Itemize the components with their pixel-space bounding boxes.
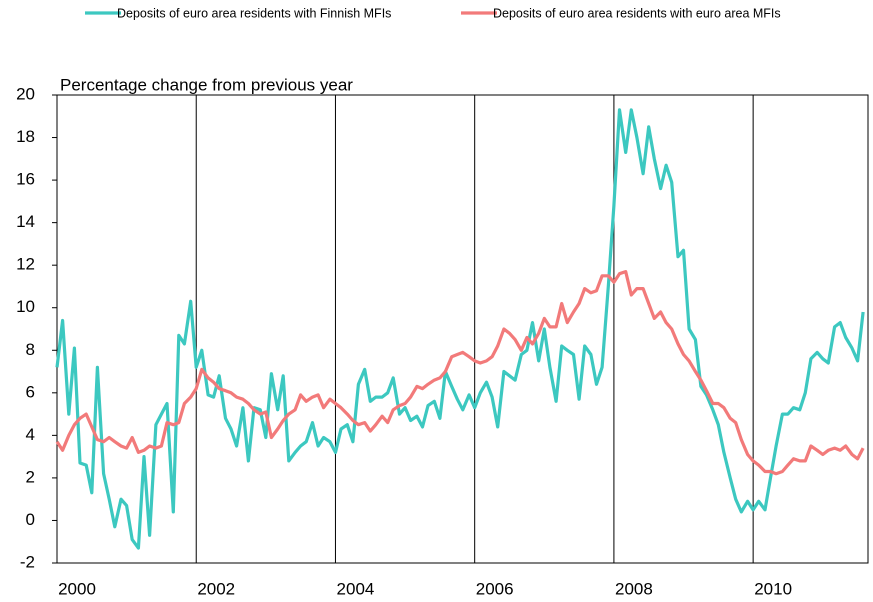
y-tick-label: 6 [26, 382, 35, 401]
x-tick-label: 2010 [754, 579, 792, 598]
y-tick-label: -2 [20, 552, 35, 571]
legend-label: Deposits of euro area residents with eur… [493, 6, 781, 20]
y-tick-label: 8 [26, 340, 35, 359]
series-line [55, 108, 865, 550]
y-tick-label: 18 [16, 127, 35, 146]
y-tick-label: 4 [26, 425, 35, 444]
x-tick-label: 2004 [337, 579, 375, 598]
x-tick-label: 2000 [58, 579, 96, 598]
legend-label: Deposits of euro area residents with Fin… [117, 6, 391, 20]
plot-frame [56, 94, 869, 564]
x-tick-label: 2006 [476, 579, 514, 598]
y-tick-label: 16 [16, 170, 35, 189]
x-tick-label: 2002 [197, 579, 235, 598]
chart-title: Percentage change from previous year [60, 75, 353, 94]
x-tick-label: 2008 [615, 579, 653, 598]
y-tick-label: 14 [16, 212, 35, 231]
series-line [55, 270, 865, 476]
y-tick-label: 12 [16, 255, 35, 274]
y-tick-label: 2 [26, 467, 35, 486]
y-tick-label: 0 [26, 510, 35, 529]
y-tick-label: 20 [16, 84, 35, 103]
y-tick-label: 10 [16, 297, 35, 316]
